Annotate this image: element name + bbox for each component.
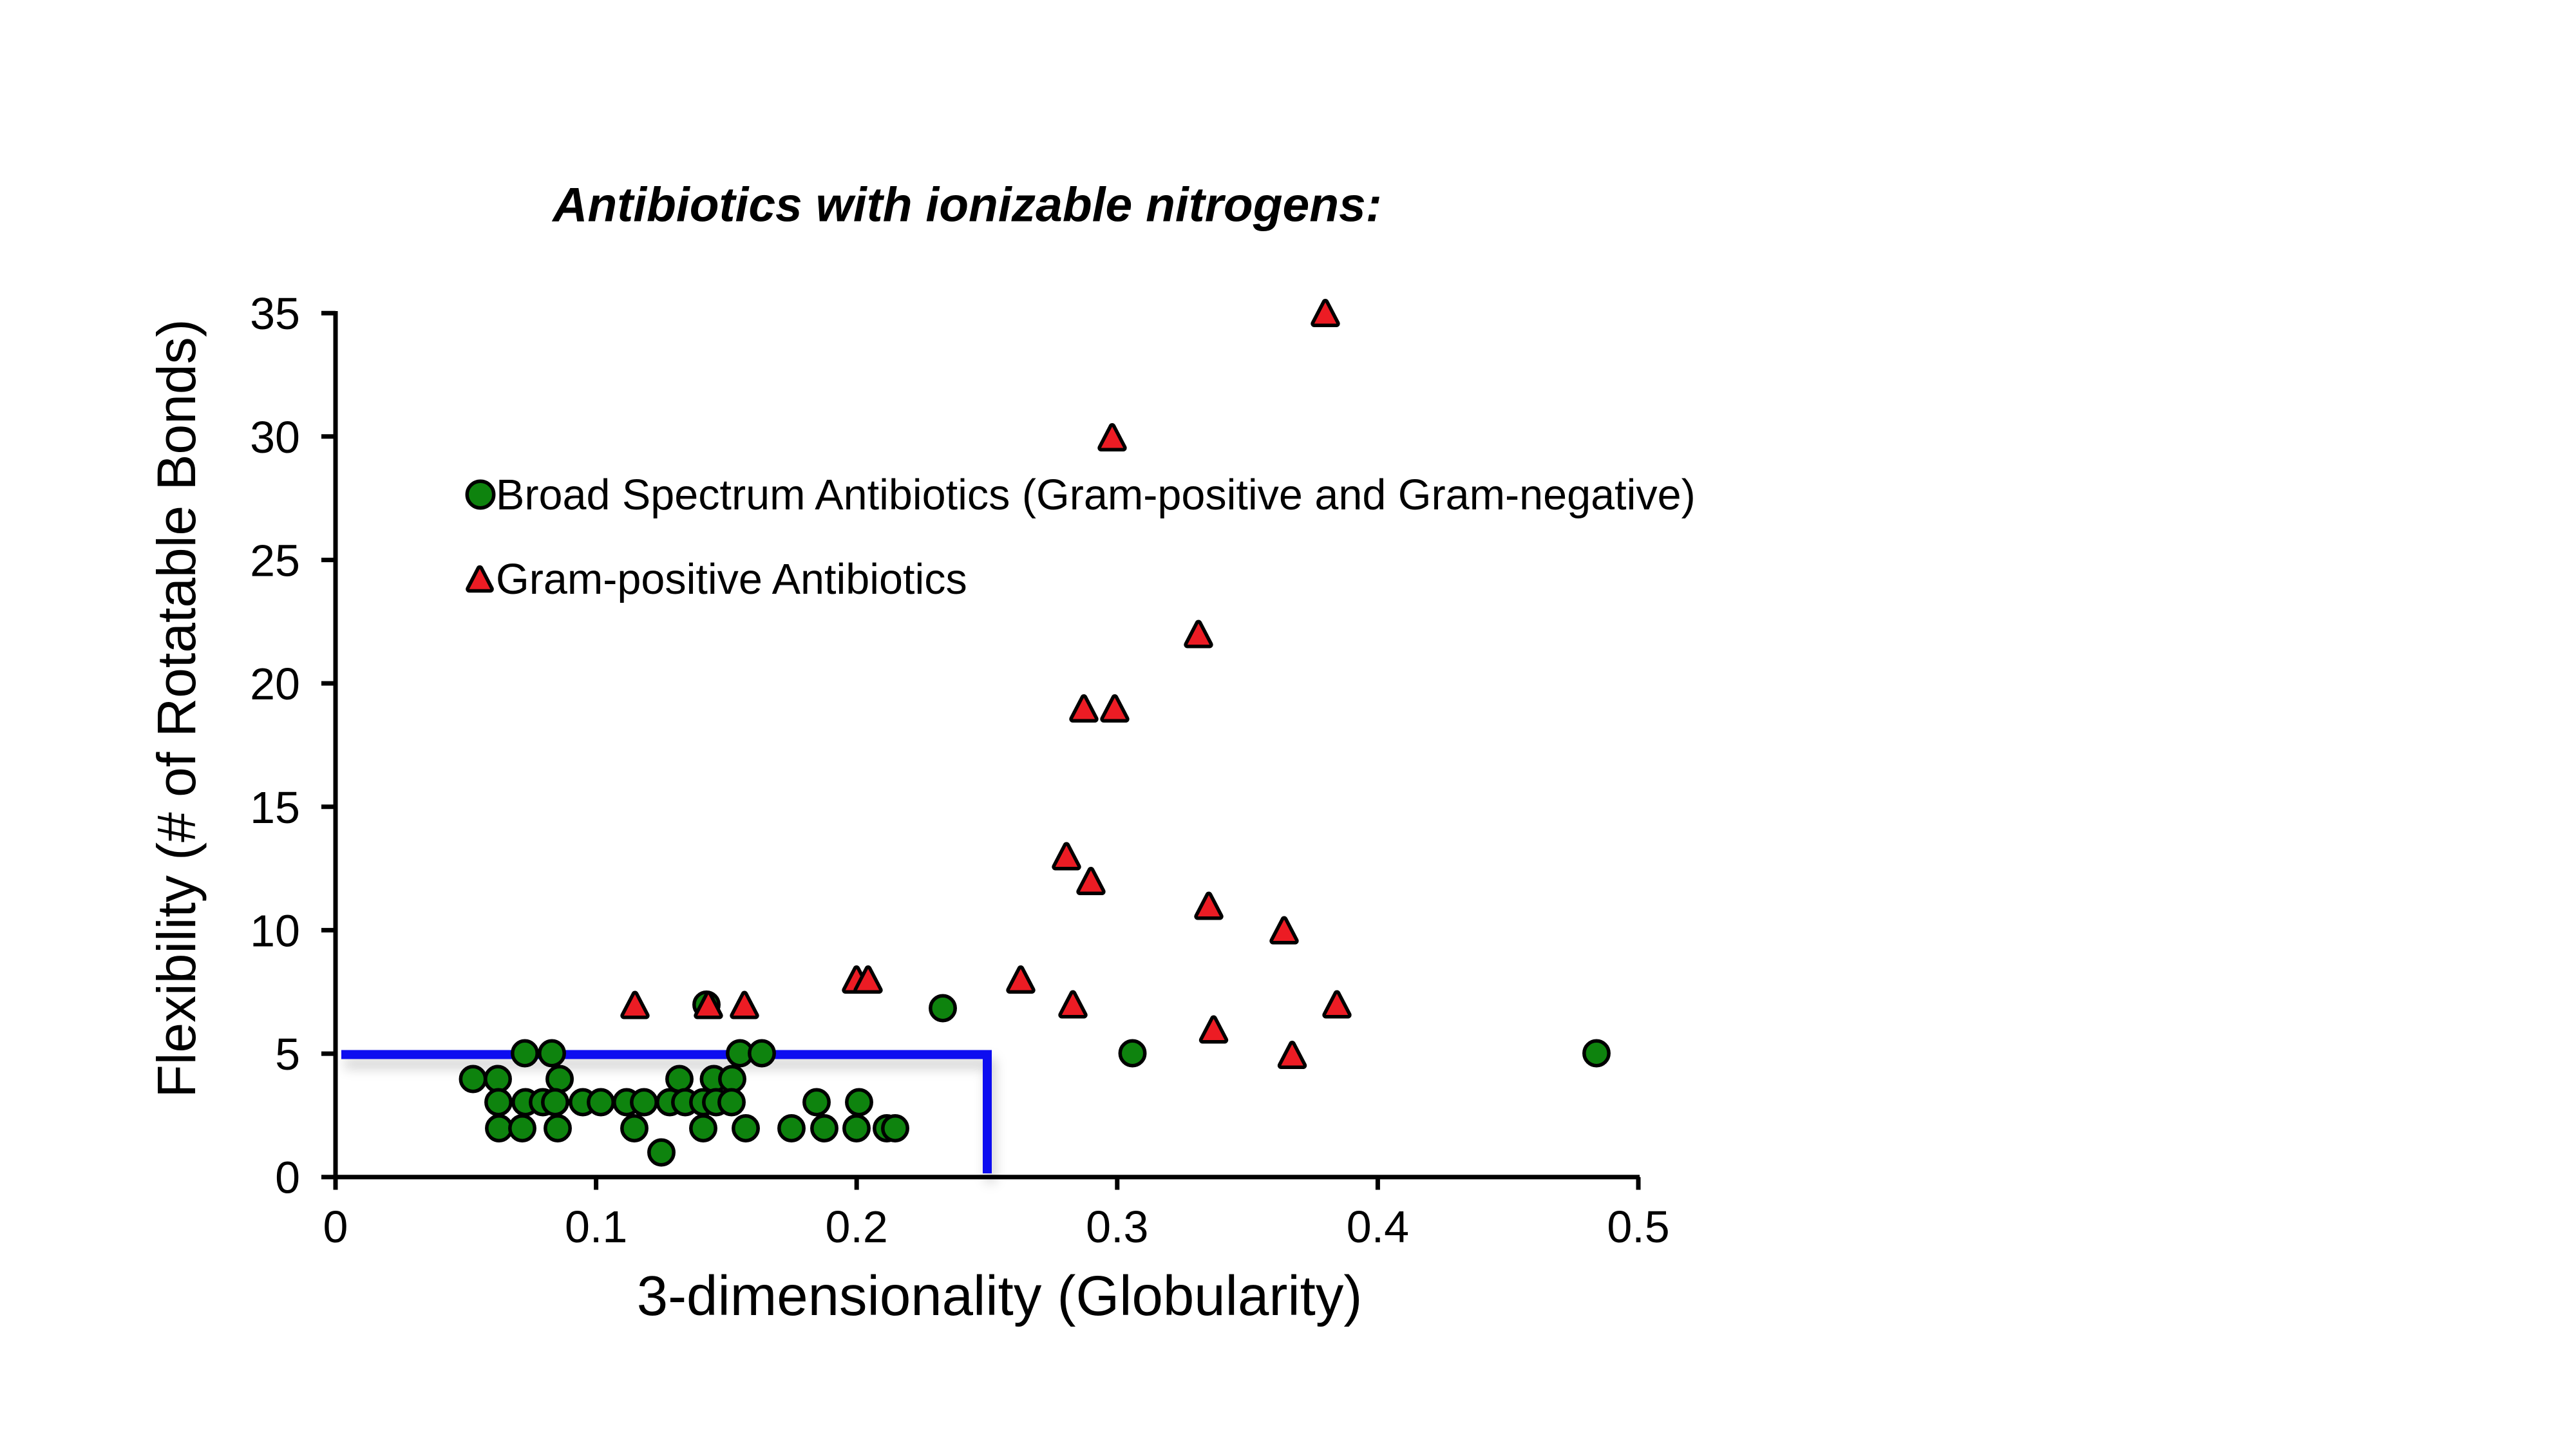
svg-text:0.4: 0.4 <box>1347 1202 1409 1252</box>
svg-text:Flexibility (# of Rotatable Bo: Flexibility (# of Rotatable Bonds) <box>146 319 207 1097</box>
svg-text:0.2: 0.2 <box>826 1202 888 1252</box>
svg-text:35: 35 <box>250 289 300 339</box>
svg-text:Broad Spectrum Antibiotics (Gr: Broad Spectrum Antibiotics (Gram-positiv… <box>496 471 1696 519</box>
svg-text:Gram-positive Antibiotics: Gram-positive Antibiotics <box>496 556 967 603</box>
svg-text:0.5: 0.5 <box>1607 1202 1669 1252</box>
svg-text:0: 0 <box>275 1153 300 1203</box>
svg-text:20: 20 <box>250 659 300 709</box>
svg-text:Antibiotics with ionizable nit: Antibiotics with ionizable nitrogens: <box>551 178 1382 232</box>
svg-text:0.3: 0.3 <box>1086 1202 1148 1252</box>
svg-text:10: 10 <box>250 905 300 956</box>
svg-text:0.1: 0.1 <box>565 1202 627 1252</box>
svg-text:15: 15 <box>250 782 300 833</box>
svg-text:30: 30 <box>250 412 300 462</box>
svg-text:0: 0 <box>323 1202 348 1252</box>
svg-text:5: 5 <box>275 1029 300 1079</box>
svg-text:3-dimensionality (Globularity): 3-dimensionality (Globularity) <box>637 1265 1363 1327</box>
svg-text:25: 25 <box>250 536 300 586</box>
